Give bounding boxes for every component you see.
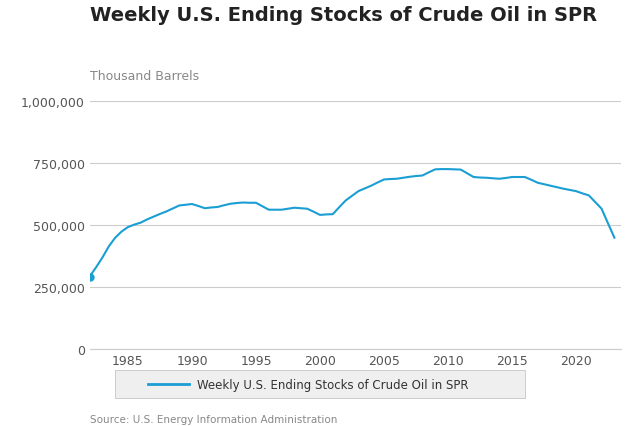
Text: Weekly U.S. Ending Stocks of Crude Oil in SPR: Weekly U.S. Ending Stocks of Crude Oil i…: [197, 378, 468, 391]
Text: Thousand Barrels: Thousand Barrels: [90, 70, 199, 83]
Text: Weekly U.S. Ending Stocks of Crude Oil in SPR: Weekly U.S. Ending Stocks of Crude Oil i…: [90, 6, 596, 25]
Text: Source: U.S. Energy Information Administration: Source: U.S. Energy Information Administ…: [90, 414, 337, 424]
